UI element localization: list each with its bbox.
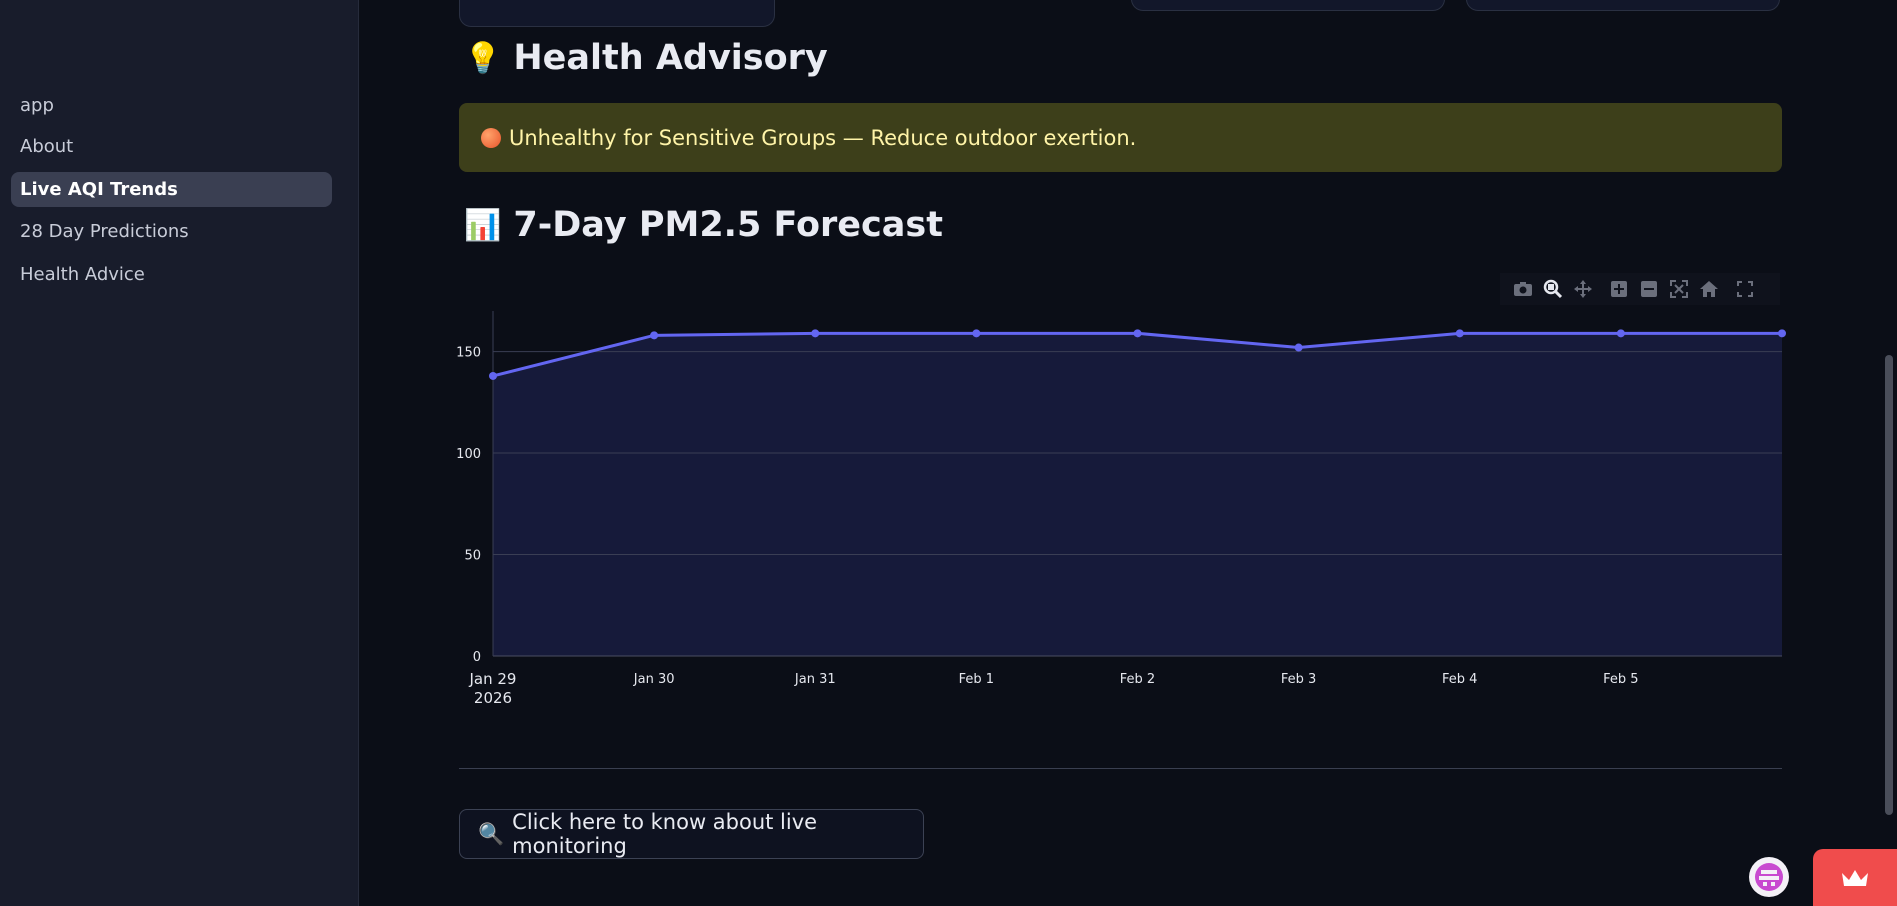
- scrollbar[interactable]: [1885, 355, 1893, 815]
- data-point: [1133, 329, 1142, 338]
- live-monitoring-label: Click here to know about live monitoring: [512, 810, 818, 858]
- x-tick-label: Jan 31: [794, 672, 836, 687]
- data-point: [489, 371, 497, 380]
- metric-card-partial: [459, 0, 775, 27]
- pan-icon[interactable]: [1572, 278, 1594, 300]
- sidebar-item-label: Live AQI Trends: [20, 179, 178, 200]
- streamlit-crown-button[interactable]: [1813, 849, 1897, 906]
- sidebar-item-about[interactable]: About: [11, 129, 332, 164]
- advisory-banner: Unhealthy for Sensitive Groups — Reduce …: [459, 103, 1782, 172]
- zoom-in-icon[interactable]: [1608, 278, 1630, 300]
- forecast-heading: 📊 7-Day PM2.5 Forecast: [464, 205, 943, 245]
- metric-card-partial: [1466, 0, 1780, 11]
- sidebar-item-health-advice[interactable]: Health Advice: [11, 257, 332, 292]
- camera-icon[interactable]: [1512, 278, 1534, 300]
- data-point: [1455, 329, 1464, 338]
- advisory-message: Unhealthy for Sensitive Groups — Reduce …: [509, 125, 1137, 150]
- sidebar-item-28-day-predictions[interactable]: 28 Day Predictions: [11, 214, 332, 249]
- y-tick-label: 150: [456, 346, 481, 361]
- heading-text: Health Advisory: [513, 38, 828, 78]
- series-line: [492, 331, 1782, 378]
- live-monitoring-button[interactable]: 🔍 Click here to know about live monitori…: [459, 809, 924, 859]
- metric-card-partial: [1131, 0, 1445, 11]
- section-divider: [459, 768, 1782, 769]
- sidebar-item-live-aqi-trends[interactable]: Live AQI Trends: [11, 172, 332, 207]
- x-tick-label: Feb 2: [1120, 672, 1155, 687]
- data-point: [1294, 343, 1303, 352]
- autoscale-icon[interactable]: [1668, 278, 1690, 300]
- health-advisory-heading: 💡 Health Advisory: [464, 38, 828, 78]
- orange-circle-icon: [481, 127, 501, 148]
- sidebar-item-label: About: [20, 136, 74, 157]
- zoom-out-icon[interactable]: [1638, 278, 1660, 300]
- avatar[interactable]: [1749, 857, 1789, 897]
- data-point: [811, 329, 820, 338]
- lightbulb-icon: 💡: [464, 40, 502, 76]
- chart-modebar: [1500, 273, 1780, 305]
- heading-text: 7-Day PM2.5 Forecast: [513, 205, 943, 245]
- y-tick-label: 0: [473, 650, 481, 665]
- area-fill: [493, 333, 1782, 656]
- x-tick-label: Jan 30: [633, 672, 675, 687]
- x-tick-label: Feb 3: [1281, 672, 1316, 687]
- zoom-icon[interactable]: [1542, 278, 1564, 300]
- x-tick-label: Jan 29: [469, 670, 517, 688]
- x-tick-label: Feb 4: [1442, 672, 1477, 687]
- y-tick-label: 50: [464, 549, 481, 564]
- reset-axes-icon[interactable]: [1698, 278, 1720, 300]
- sidebar-item-label: app: [20, 95, 54, 116]
- x-tick-label: Feb 1: [959, 672, 994, 687]
- data-point: [1616, 329, 1625, 338]
- x-tick-label: Feb 5: [1603, 672, 1638, 687]
- sidebar: app About Live AQI Trends 28 Day Predict…: [0, 0, 359, 906]
- sidebar-item-label: Health Advice: [20, 264, 145, 285]
- sidebar-item-app[interactable]: app: [11, 88, 332, 123]
- fullscreen-icon[interactable]: [1734, 278, 1756, 300]
- search-icon: 🔍: [478, 821, 505, 846]
- crown-icon: [1842, 869, 1868, 886]
- data-point: [1778, 329, 1786, 338]
- data-point: [972, 329, 981, 338]
- sidebar-item-label: 28 Day Predictions: [20, 221, 189, 242]
- y-tick-label: 100: [456, 447, 481, 462]
- bar-chart-icon: 📊: [464, 207, 502, 243]
- x-year-label: 2026: [474, 689, 512, 707]
- data-point: [650, 331, 659, 340]
